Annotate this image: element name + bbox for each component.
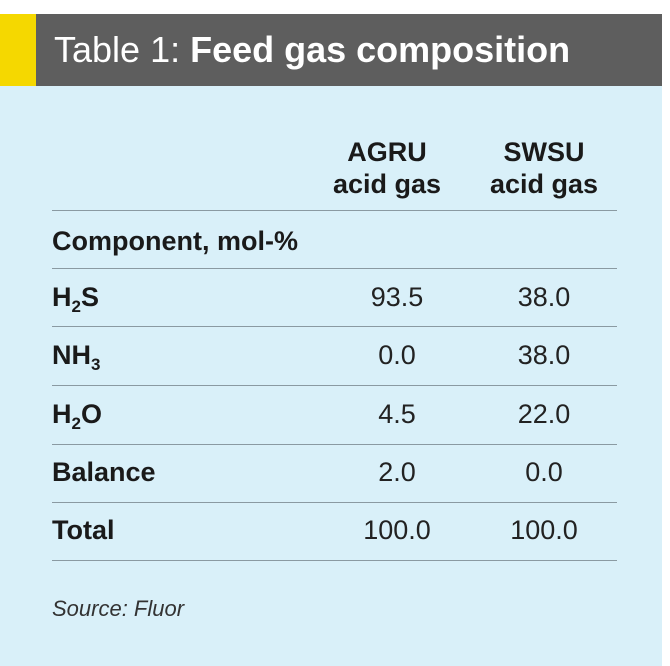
row-label-nh3: NH3 [52, 340, 100, 375]
row-label-h2o: H2O [52, 399, 102, 434]
title-bar: Table 1: Feed gas composition [0, 14, 662, 86]
column-header-line2: acid gas [489, 169, 599, 199]
table-cell: 0.0 [525, 457, 563, 487]
row-label-balance: Balance [52, 457, 156, 488]
column-header-line1: AGRU [347, 137, 427, 167]
table-cell: 38.0 [517, 340, 571, 370]
row-label-main: Total [52, 515, 115, 545]
title-accent-bar [0, 14, 36, 86]
table-cell: 4.5 [378, 399, 416, 429]
row-label-tail: O [80, 399, 102, 429]
row-label-total: Total [52, 515, 115, 546]
table-cell: 0.0 [378, 340, 416, 370]
table-title: Table 1: Feed gas composition [54, 14, 570, 86]
table-divider [52, 502, 617, 503]
column-header-swsu: SWSU acid gas [474, 136, 614, 200]
row-label-main: H [52, 399, 72, 429]
table-divider [52, 326, 617, 327]
column-header-agru: AGRU acid gas [317, 136, 457, 200]
table-card: Table 1: Feed gas composition AGRU acid … [0, 14, 662, 666]
source-note: Source: Fluor [52, 596, 185, 621]
table-divider [52, 560, 617, 561]
table-divider [52, 268, 617, 269]
table-divider [52, 444, 617, 445]
table-cell: 100.0 [363, 515, 431, 545]
row-label-main: NH [52, 340, 91, 370]
table-cell: 100.0 [510, 515, 578, 545]
row-label-tail: S [80, 282, 99, 312]
row-label-subscript: 3 [91, 355, 101, 374]
section-label: Component, mol-% [52, 226, 298, 256]
column-header-line1: SWSU [503, 137, 585, 167]
table-title-text: Feed gas composition [190, 29, 571, 70]
table-cell: 22.0 [517, 399, 571, 429]
table-number: Table 1: [54, 29, 191, 70]
table-cell: 38.0 [517, 282, 571, 312]
table-cell: 93.5 [370, 282, 424, 312]
row-label-main: H [52, 282, 72, 312]
row-label-main: Balance [52, 457, 156, 487]
row-label-subscript: 2 [71, 297, 81, 316]
table-divider [52, 385, 617, 386]
row-label-h2s: H2S [52, 282, 99, 317]
row-label-subscript: 2 [71, 414, 81, 433]
table-cell: 2.0 [378, 457, 416, 487]
column-header-line2: acid gas [332, 169, 442, 199]
table-divider [52, 210, 617, 211]
